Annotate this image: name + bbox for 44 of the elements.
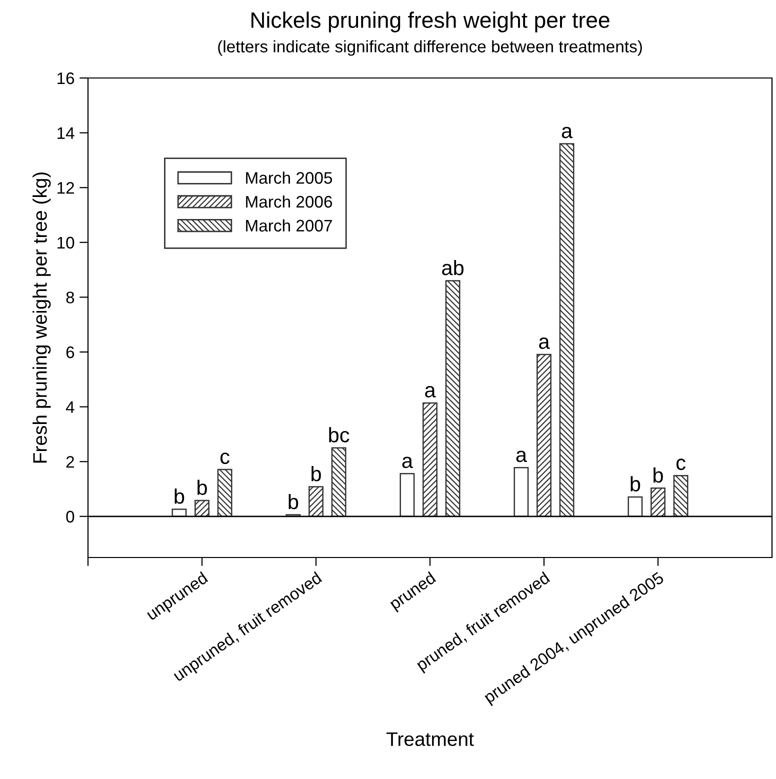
chart-subtitle: (letters indicate significant difference between treatments) (218, 40, 642, 56)
bar (194, 500, 210, 518)
bar (673, 474, 688, 518)
y-tick-label: 2 (66, 456, 74, 468)
legend-label: March 2007 (246, 219, 332, 232)
bar (217, 468, 232, 518)
data-label: c (220, 452, 230, 464)
data-label: a (539, 338, 550, 349)
y-tick-label: 12 (58, 182, 74, 194)
chart-title: Nickels pruning fresh weight per tree (252, 12, 610, 32)
x-axis-title: Treatment (386, 732, 474, 746)
bar (514, 467, 529, 518)
data-label: a (562, 126, 573, 138)
bar (445, 280, 460, 518)
data-label: a (425, 386, 436, 398)
data-label: ab (442, 260, 464, 276)
data-label: b (654, 467, 663, 483)
y-tick-label: 0 (66, 510, 74, 523)
data-label: bc (329, 427, 350, 442)
bar (628, 496, 643, 518)
y-axis-title: Fresh pruning weight per tree (kg) (32, 172, 51, 463)
bar (559, 143, 574, 518)
y-tick-label: 8 (66, 292, 74, 304)
y-tick-label: 14 (58, 127, 74, 139)
legend-label: March 2006 (246, 195, 332, 208)
data-label: b (174, 488, 184, 504)
legend-label: March 2005 (246, 172, 332, 184)
bar (536, 354, 552, 518)
data-label: b (312, 466, 321, 482)
bar (308, 486, 324, 518)
bar (400, 473, 415, 518)
bar (422, 402, 438, 518)
y-tick-label: 16 (58, 72, 74, 84)
y-tick-label: 10 (58, 236, 74, 249)
bar (650, 488, 666, 518)
y-tick-label: 6 (66, 346, 74, 358)
y-tick-label: 4 (66, 401, 74, 413)
data-label: b (630, 476, 640, 492)
bar (331, 447, 346, 518)
data-label: a (516, 450, 527, 462)
data-label: b (288, 494, 298, 510)
data-label: b (198, 480, 207, 495)
data-label: c (676, 458, 686, 470)
data-label: a (402, 456, 413, 468)
